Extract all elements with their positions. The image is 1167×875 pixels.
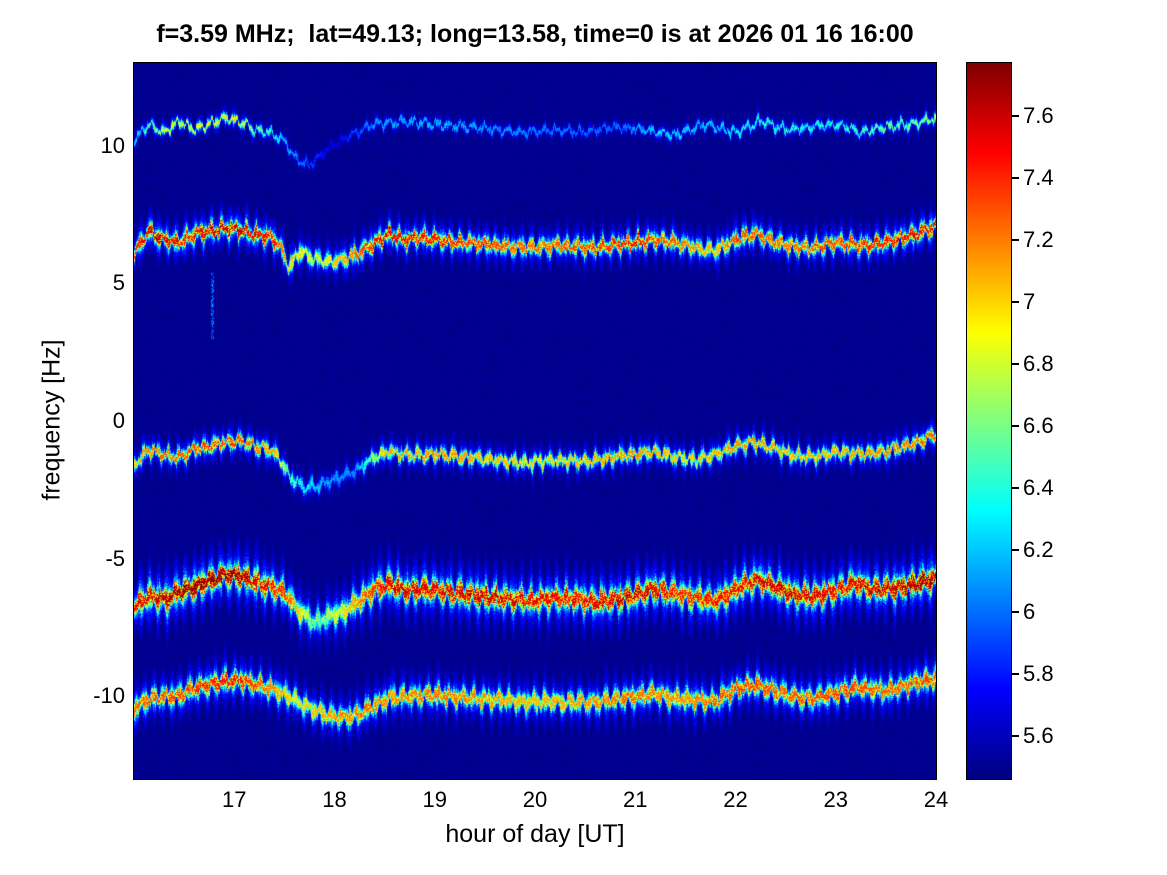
x-tick-label: 21: [623, 787, 648, 812]
x-tick-label: 18: [322, 787, 347, 812]
y-tick-label: 10: [100, 132, 125, 158]
x-tick-label: 19: [422, 787, 447, 812]
colorbar-tick-mark: [1012, 610, 1019, 613]
colorbar-tick-label: 6.8: [1023, 350, 1054, 376]
chart-title: f=3.59 MHz; lat=49.13; long=13.58, time=…: [156, 20, 914, 48]
y-tick-label: -10: [93, 683, 125, 709]
colorbar-tick-mark: [1012, 734, 1019, 737]
colorbar-tick-mark: [1012, 176, 1019, 179]
x-tick-label: 22: [723, 787, 748, 812]
colorbar-tick-label: 6.2: [1023, 536, 1054, 562]
colorbar-tick-mark: [1012, 238, 1019, 241]
x-axis-label: hour of day [UT]: [445, 820, 625, 848]
colorbar: [966, 62, 1012, 780]
colorbar-tick-mark: [1012, 548, 1019, 551]
colorbar-tick-mark: [1012, 424, 1019, 427]
colorbar-tick-label: 5.8: [1023, 660, 1054, 686]
x-tick-label: 24: [923, 787, 949, 812]
y-tick-label: 5: [112, 270, 125, 296]
spectrogram-canvas: [133, 62, 937, 780]
colorbar-tick-label: 6.6: [1023, 412, 1054, 438]
colorbar-tick-mark: [1012, 486, 1019, 489]
colorbar-tick-label: 6.4: [1023, 474, 1054, 500]
y-tick-label: -5: [105, 545, 125, 571]
colorbar-tick-label: 7.2: [1023, 226, 1054, 252]
colorbar-tick-label: 6: [1023, 598, 1036, 624]
x-tick-label: 20: [522, 787, 548, 812]
colorbar-tick-mark: [1012, 300, 1019, 303]
colorbar-tick-mark: [1012, 672, 1019, 675]
colorbar-tick-label: 7.6: [1023, 102, 1054, 128]
colorbar-tick-mark: [1012, 362, 1019, 365]
colorbar-tick-mark: [1012, 114, 1019, 117]
colorbar-tick-label: 7.4: [1023, 164, 1054, 190]
x-tick-label: 23: [823, 787, 848, 812]
colorbar-tick-label: 7: [1023, 288, 1036, 314]
x-tick-label: 17: [222, 787, 247, 812]
colorbar-tick-label: 5.6: [1023, 722, 1054, 748]
y-tick-label: 0: [112, 408, 125, 433]
